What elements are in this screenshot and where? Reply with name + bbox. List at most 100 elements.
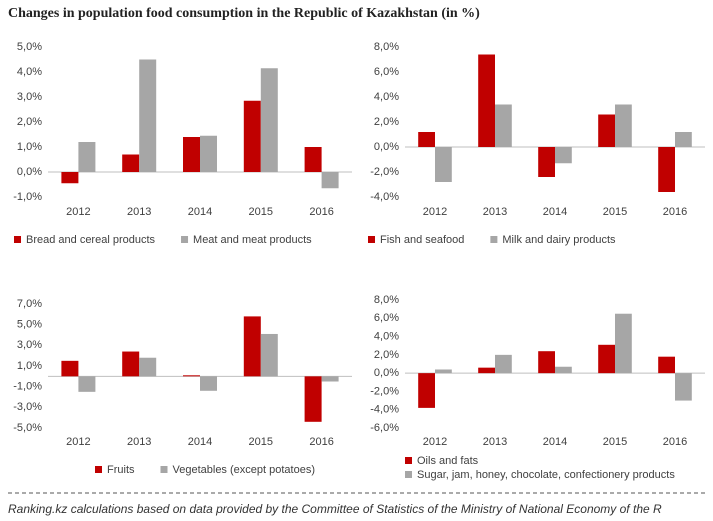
x-tick-label: 2015 bbox=[603, 436, 627, 448]
y-tick-label: 4,0% bbox=[374, 330, 399, 342]
bar bbox=[495, 354, 512, 374]
y-tick-label: -2,0% bbox=[370, 385, 399, 397]
bar bbox=[538, 351, 555, 374]
x-tick-label: 2014 bbox=[543, 436, 567, 448]
y-tick-label: 0,0% bbox=[374, 367, 399, 379]
y-tick-label: 8,0% bbox=[374, 41, 399, 53]
y-tick-label: -4,0% bbox=[370, 404, 399, 416]
x-tick-label: 2015 bbox=[249, 206, 273, 218]
y-tick-label: 2,0% bbox=[374, 116, 399, 128]
y-tick-label: 4,0% bbox=[374, 91, 399, 103]
bar bbox=[435, 147, 452, 182]
legend-swatch bbox=[368, 236, 375, 243]
bar bbox=[675, 132, 692, 147]
legend-swatch bbox=[181, 236, 189, 243]
legend-label: Bread and cereal products bbox=[26, 234, 156, 246]
y-tick-label: 6,0% bbox=[374, 66, 399, 78]
x-tick-label: 2015 bbox=[249, 436, 273, 448]
y-tick-label: 8,0% bbox=[374, 294, 399, 306]
legend-swatch bbox=[160, 466, 168, 473]
legend-label: Milk and dairy products bbox=[502, 234, 616, 246]
y-tick-label: -2,0% bbox=[370, 166, 399, 178]
x-tick-label: 2012 bbox=[66, 436, 90, 448]
bar bbox=[122, 351, 140, 377]
legend-label: Meat and meat products bbox=[193, 234, 312, 246]
legend-swatch bbox=[405, 457, 412, 464]
legend-swatch bbox=[490, 236, 498, 243]
bar bbox=[658, 147, 675, 192]
y-tick-label: 0,0% bbox=[374, 141, 399, 153]
x-tick-label: 2012 bbox=[423, 436, 447, 448]
bar bbox=[478, 367, 495, 374]
bar bbox=[495, 104, 512, 147]
x-tick-label: 2014 bbox=[188, 436, 212, 448]
bar bbox=[598, 114, 615, 147]
legend-swatch bbox=[95, 466, 102, 473]
bar bbox=[243, 100, 261, 172]
y-tick-label: 0,0% bbox=[17, 166, 42, 178]
bar bbox=[200, 376, 217, 391]
legend-label: Fruits bbox=[107, 464, 135, 476]
bar bbox=[200, 135, 217, 172]
bar bbox=[183, 137, 200, 172]
x-tick-label: 2014 bbox=[543, 206, 567, 218]
x-tick-label: 2014 bbox=[188, 206, 212, 218]
legend-swatch bbox=[405, 471, 412, 478]
y-tick-label: 3,0% bbox=[17, 91, 42, 103]
y-tick-label: -4,0% bbox=[370, 191, 399, 203]
legend-label: Vegetables (except potatoes) bbox=[173, 464, 315, 476]
y-tick-label: 2,0% bbox=[374, 349, 399, 361]
bar bbox=[260, 333, 278, 377]
x-tick-label: 2016 bbox=[309, 206, 333, 218]
bar bbox=[139, 59, 157, 172]
y-tick-label: -1,0% bbox=[13, 191, 42, 203]
y-tick-label: 4,0% bbox=[17, 66, 42, 78]
bar bbox=[304, 376, 322, 422]
y-tick-label: -5,0% bbox=[13, 422, 42, 434]
legend-label: Sugar, jam, honey, chocolate, confection… bbox=[417, 469, 675, 481]
bar bbox=[61, 172, 79, 184]
x-tick-label: 2012 bbox=[423, 206, 447, 218]
bar bbox=[122, 154, 140, 172]
y-tick-label: 1,0% bbox=[17, 360, 42, 372]
y-tick-label: -6,0% bbox=[370, 422, 399, 434]
legend-label: Oils and fats bbox=[417, 455, 479, 467]
bar bbox=[555, 366, 572, 374]
bar bbox=[304, 147, 322, 172]
x-tick-label: 2012 bbox=[66, 206, 90, 218]
bar bbox=[615, 313, 632, 374]
bar bbox=[418, 132, 435, 147]
bar bbox=[598, 344, 615, 374]
bar bbox=[658, 356, 675, 374]
x-tick-label: 2013 bbox=[483, 206, 507, 218]
bar bbox=[139, 357, 157, 377]
bar bbox=[538, 147, 555, 177]
x-tick-label: 2013 bbox=[483, 436, 507, 448]
bar bbox=[675, 373, 692, 401]
y-tick-label: 6,0% bbox=[374, 312, 399, 324]
bar bbox=[260, 68, 278, 172]
y-tick-label: 5,0% bbox=[17, 319, 42, 331]
bar bbox=[555, 147, 572, 164]
bar bbox=[78, 142, 96, 172]
y-tick-label: 1,0% bbox=[17, 141, 42, 153]
bar bbox=[435, 369, 452, 374]
y-tick-label: 2,0% bbox=[17, 116, 42, 128]
x-tick-label: 2015 bbox=[603, 206, 627, 218]
bar bbox=[418, 373, 435, 408]
source-note: Ranking.kz calculations based on data pr… bbox=[8, 502, 662, 516]
x-tick-label: 2016 bbox=[663, 436, 687, 448]
y-tick-label: 7,0% bbox=[17, 298, 42, 310]
y-tick-label: 5,0% bbox=[17, 41, 42, 53]
y-tick-label: 3,0% bbox=[17, 339, 42, 351]
bar bbox=[183, 375, 200, 377]
bar bbox=[78, 376, 96, 392]
y-tick-label: -3,0% bbox=[13, 401, 42, 413]
x-tick-label: 2016 bbox=[663, 206, 687, 218]
legend-swatch bbox=[14, 236, 21, 243]
x-tick-label: 2013 bbox=[127, 436, 151, 448]
bar bbox=[321, 376, 339, 382]
bar bbox=[615, 104, 632, 147]
y-tick-label: -1,0% bbox=[13, 381, 42, 393]
